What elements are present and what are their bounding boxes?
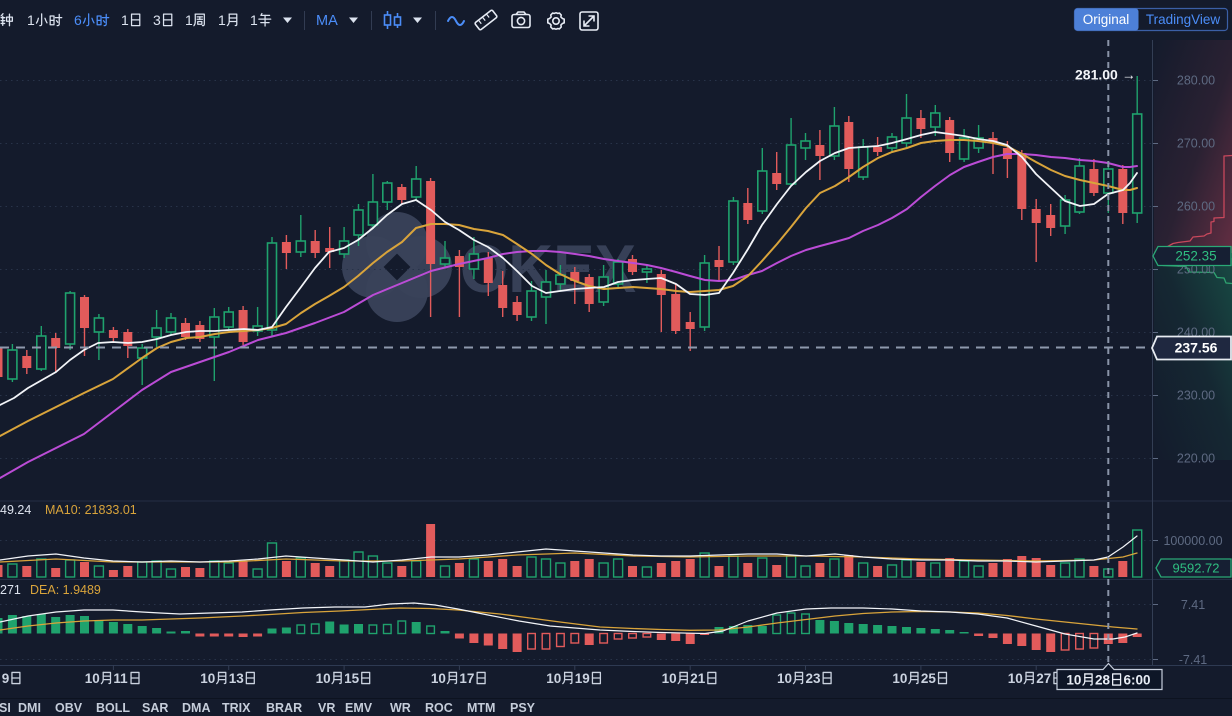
svg-text:EMV: EMV (345, 701, 373, 715)
svg-text:MTM: MTM (467, 701, 495, 715)
svg-text:11: 11 (113, 671, 128, 686)
svg-text:1: 1 (218, 12, 226, 28)
svg-text:237.56: 237.56 (1175, 340, 1218, 356)
svg-text:PSY: PSY (510, 701, 536, 715)
svg-text:DMI: DMI (18, 701, 41, 715)
svg-text:10: 10 (200, 671, 215, 686)
svg-text:6: 6 (74, 12, 82, 28)
svg-text:10: 10 (546, 671, 561, 686)
svg-text:10: 10 (1008, 671, 1023, 686)
svg-text:WR: WR (390, 701, 411, 715)
svg-text:10: 10 (1066, 673, 1081, 688)
svg-text:19: 19 (575, 671, 590, 686)
svg-text:7.41: 7.41 (1181, 598, 1205, 612)
svg-text:270.00: 270.00 (1177, 137, 1215, 151)
svg-text:13: 13 (229, 671, 245, 686)
svg-text:27: 27 (1036, 671, 1051, 686)
svg-text:28: 28 (1095, 673, 1111, 688)
svg-text:1: 1 (121, 12, 129, 28)
svg-text:1: 1 (250, 12, 258, 28)
svg-text:10: 10 (662, 671, 677, 686)
svg-text:TRIX: TRIX (222, 701, 251, 715)
svg-text:MA10: 21833.01: MA10: 21833.01 (45, 503, 137, 517)
svg-text:DEA: 1.9489: DEA: 1.9489 (30, 583, 101, 597)
svg-text:6:00: 6:00 (1124, 673, 1151, 688)
svg-text:VR: VR (318, 701, 335, 715)
svg-text:10: 10 (777, 671, 792, 686)
svg-text:25: 25 (921, 671, 937, 686)
svg-text:15: 15 (344, 671, 360, 686)
svg-text:10: 10 (892, 671, 907, 686)
svg-text:23: 23 (806, 671, 822, 686)
svg-text:9592.72: 9592.72 (1173, 561, 1220, 576)
svg-text:10: 10 (85, 671, 100, 686)
svg-text:BRAR: BRAR (266, 701, 302, 715)
svg-text:280.00: 280.00 (1177, 74, 1215, 88)
svg-text:10: 10 (316, 671, 331, 686)
svg-text:21: 21 (690, 671, 706, 686)
svg-text:DMA: DMA (182, 701, 210, 715)
svg-text:BOLL: BOLL (96, 701, 130, 715)
svg-text:220.00: 220.00 (1177, 452, 1215, 466)
svg-text:252.35: 252.35 (1175, 249, 1216, 264)
svg-text:260.00: 260.00 (1177, 200, 1215, 214)
svg-text:-7.41: -7.41 (1179, 653, 1208, 667)
svg-text:MA: MA (316, 13, 338, 29)
svg-text:Original: Original (1083, 12, 1130, 27)
svg-text:ROC: ROC (425, 701, 453, 715)
svg-text:1: 1 (27, 12, 35, 28)
svg-text:1: 1 (185, 12, 193, 28)
svg-text:17: 17 (459, 671, 474, 686)
svg-text:10: 10 (431, 671, 446, 686)
svg-text:TradingView: TradingView (1146, 12, 1221, 27)
svg-text:9: 9 (2, 671, 10, 686)
svg-text:49.24: 49.24 (0, 503, 31, 517)
svg-text:RSI: RSI (0, 701, 11, 715)
svg-text:OBV: OBV (55, 701, 83, 715)
svg-text:3: 3 (153, 12, 161, 28)
svg-text:100000.00: 100000.00 (1163, 534, 1222, 548)
svg-text:281.00 →: 281.00 → (1075, 67, 1136, 83)
svg-text:271: 271 (0, 583, 21, 597)
svg-text:SAR: SAR (142, 701, 168, 715)
svg-text:230.00: 230.00 (1177, 389, 1215, 403)
